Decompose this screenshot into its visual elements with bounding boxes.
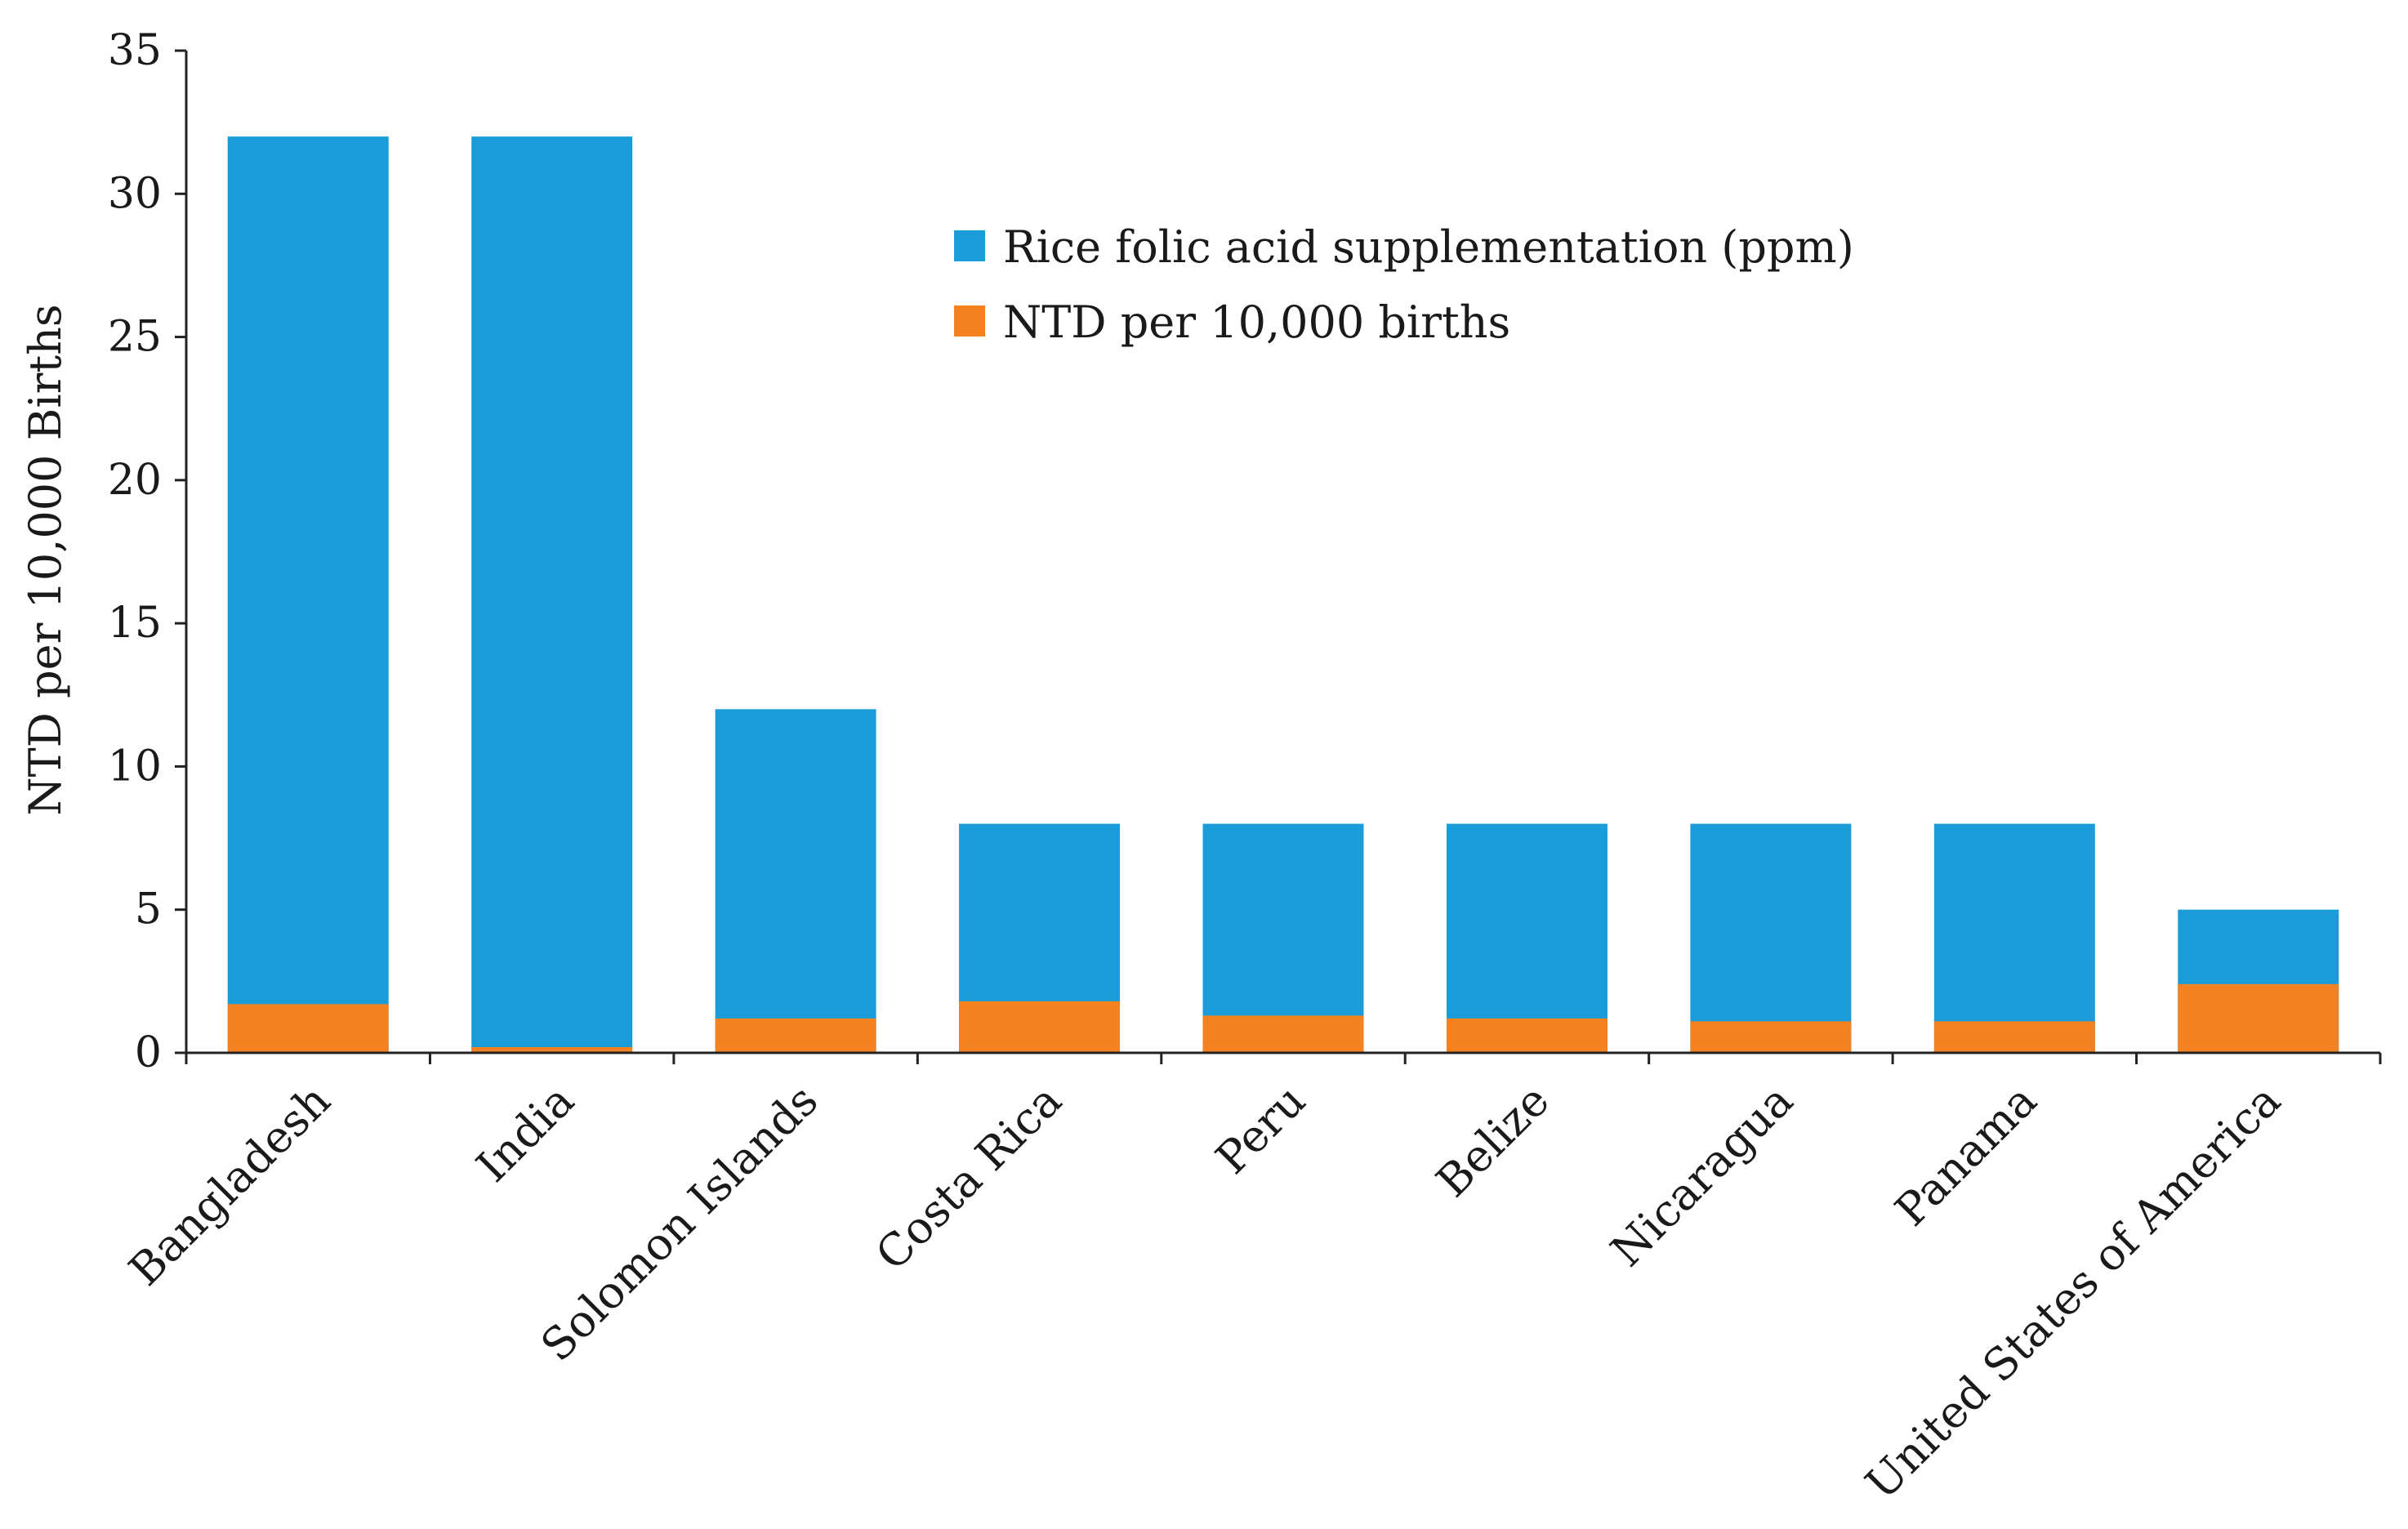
- y-tick-label: 10: [108, 742, 162, 791]
- bars-layer: [227, 136, 2339, 1054]
- bar-ntd: [471, 1046, 633, 1053]
- x-category-label: Panama: [1885, 1075, 2047, 1237]
- bar-ntd: [1933, 1021, 2095, 1053]
- bar-supplementation: [715, 709, 876, 1053]
- x-category-label: Belize: [1426, 1075, 1559, 1207]
- x-category-label: Bangladesh: [119, 1075, 341, 1296]
- x-category-label: Peru: [1206, 1075, 1315, 1184]
- bar-supplementation: [1202, 823, 1364, 1053]
- legend-label: Rice folic acid supplementation (ppm): [1003, 221, 1854, 273]
- x-category-label: India: [466, 1075, 584, 1192]
- bar-supplementation: [1690, 823, 1852, 1053]
- bar-supplementation: [1446, 823, 1608, 1053]
- bar-supplementation: [1933, 823, 2095, 1053]
- y-tick-label: 0: [135, 1028, 162, 1077]
- x-category-label: Costa Rica: [866, 1075, 1072, 1281]
- bar-ntd: [1446, 1018, 1608, 1053]
- y-tick-label: 5: [135, 885, 162, 934]
- bar-supplementation: [227, 136, 389, 1054]
- y-tick-label: 15: [108, 599, 162, 648]
- bar-ntd: [959, 1001, 1121, 1053]
- legend-label: NTD per 10,000 births: [1003, 296, 1510, 348]
- bar-ntd: [227, 1004, 389, 1053]
- legend-swatch: [954, 230, 985, 261]
- y-tick-label: 20: [108, 456, 162, 505]
- x-category-label: United States of America: [1856, 1075, 2290, 1509]
- bar-ntd: [715, 1018, 876, 1053]
- bar-ntd: [1202, 1015, 1364, 1053]
- legend: Rice folic acid supplementation (ppm) NTD…: [954, 221, 1854, 348]
- y-tick-label: 25: [108, 313, 162, 362]
- y-tick-label: 35: [108, 26, 162, 75]
- bar-ntd: [2178, 983, 2339, 1053]
- x-category-label: Nicaragua: [1601, 1075, 1803, 1277]
- y-axis-title: NTD per 10,000 Births: [20, 304, 71, 815]
- bar-ntd: [1690, 1021, 1852, 1053]
- bar-supplementation: [471, 136, 633, 1054]
- y-tick-label: 30: [108, 169, 162, 218]
- legend-swatch: [954, 305, 985, 337]
